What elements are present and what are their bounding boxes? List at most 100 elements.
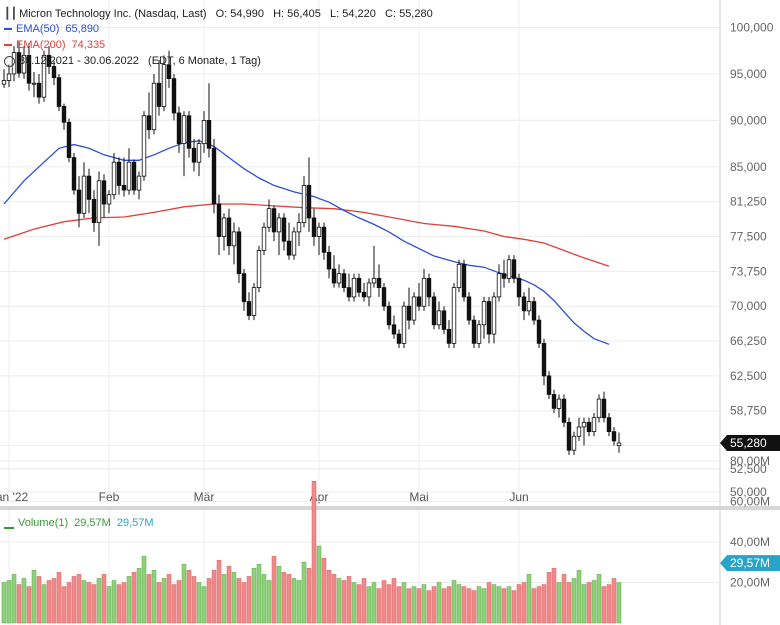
candle-body bbox=[596, 398, 602, 419]
volume-bar bbox=[356, 584, 362, 624]
candle-body bbox=[221, 217, 227, 237]
candle-body bbox=[56, 77, 62, 107]
volume-bar bbox=[511, 590, 517, 624]
volume-bar bbox=[101, 574, 107, 624]
candle-body bbox=[521, 296, 527, 312]
candle-body bbox=[96, 180, 102, 223]
candle-body bbox=[576, 426, 582, 437]
volume-bar bbox=[6, 580, 12, 624]
candle-body bbox=[271, 208, 277, 233]
candle-body bbox=[401, 305, 407, 344]
candle-body bbox=[396, 333, 402, 344]
time-tick-label: Jan '22 bbox=[0, 490, 28, 504]
volume-bar bbox=[41, 584, 47, 624]
volume-bar bbox=[196, 582, 202, 624]
volume-tick-label: 60,00M bbox=[730, 495, 770, 509]
volume-bar bbox=[136, 568, 142, 624]
volume-bar bbox=[131, 572, 137, 624]
price-tick-label: 52,500 bbox=[730, 462, 767, 476]
volume-bar bbox=[276, 566, 282, 624]
candle-body bbox=[326, 251, 332, 270]
volume-bar bbox=[431, 586, 437, 624]
candle-body bbox=[436, 310, 442, 326]
volume-bar bbox=[611, 578, 617, 624]
legend-ema200[interactable]: EMA(200) 74,335 bbox=[4, 38, 105, 52]
last-volume-badge bbox=[720, 555, 780, 572]
price-tick-label: 90,000 bbox=[730, 113, 767, 127]
candle-body bbox=[456, 263, 462, 289]
volume-tick-label: 80,00M bbox=[730, 454, 770, 468]
candle-body bbox=[296, 222, 302, 233]
volume-bar bbox=[236, 578, 242, 624]
candle-body bbox=[291, 231, 297, 256]
volume-bar bbox=[26, 586, 32, 624]
candle-body bbox=[376, 277, 382, 289]
candle-body bbox=[61, 106, 67, 123]
candle-body bbox=[281, 217, 287, 242]
volume-bar bbox=[331, 574, 337, 624]
candle-body bbox=[141, 115, 147, 177]
volume-bar bbox=[361, 578, 367, 624]
candle-body bbox=[46, 54, 52, 67]
volume-bar bbox=[556, 582, 562, 624]
volume-bar bbox=[491, 584, 497, 624]
candle-body bbox=[171, 78, 177, 114]
volume-bar bbox=[81, 580, 87, 624]
time-tick-label: Feb bbox=[99, 490, 120, 504]
volume-bar bbox=[16, 584, 22, 624]
volume-bar bbox=[396, 586, 402, 624]
candle-body bbox=[581, 421, 587, 428]
volume-bar bbox=[266, 580, 272, 624]
candle-body bbox=[191, 147, 197, 163]
volume-bar bbox=[181, 564, 187, 624]
candle-body bbox=[226, 217, 232, 247]
candle-body bbox=[76, 189, 82, 214]
volume-bar bbox=[601, 586, 607, 624]
candle-body bbox=[151, 82, 157, 131]
pane-divider bbox=[0, 506, 780, 510]
volume-bar bbox=[366, 586, 372, 624]
volume-bar bbox=[66, 582, 72, 624]
clock-icon bbox=[4, 55, 15, 67]
legend-ema50[interactable]: EMA(50) 65,890 bbox=[4, 22, 99, 36]
candle-body bbox=[416, 296, 422, 307]
volume-label: Volume(1) bbox=[18, 517, 69, 529]
volume-bar bbox=[526, 574, 532, 624]
bar-chart-icon: ┃┃ bbox=[4, 8, 18, 20]
volume-bar bbox=[326, 570, 332, 624]
volume-bar bbox=[281, 572, 287, 624]
candle-body bbox=[66, 121, 72, 158]
volume-bar bbox=[146, 574, 152, 624]
candle-body bbox=[441, 310, 447, 330]
candle-body bbox=[511, 259, 517, 279]
price-tick-label: 77,500 bbox=[730, 230, 767, 244]
candle-body bbox=[121, 185, 127, 191]
volume-bar bbox=[336, 578, 342, 624]
volume-bar bbox=[561, 574, 567, 624]
volume-bar bbox=[251, 568, 257, 624]
volume-value-1: 29,57M bbox=[74, 517, 111, 529]
candle-body bbox=[471, 319, 477, 344]
candle-body bbox=[286, 240, 292, 256]
candle-body bbox=[216, 203, 222, 237]
candle-body bbox=[36, 82, 42, 98]
candle-body bbox=[606, 417, 612, 433]
volume-bar bbox=[141, 555, 147, 624]
candle-body bbox=[556, 398, 562, 409]
candle-body bbox=[381, 287, 387, 307]
volume-legend[interactable]: Volume(1) 29,57M 29,57M bbox=[4, 516, 154, 530]
volume-bar bbox=[531, 588, 537, 624]
volume-bar bbox=[76, 574, 82, 624]
candle-body bbox=[91, 198, 97, 223]
volume-bar bbox=[31, 570, 37, 624]
volume-bar bbox=[436, 582, 442, 624]
volume-bar bbox=[226, 566, 232, 624]
volume-bar bbox=[371, 582, 377, 624]
candle-body bbox=[561, 398, 567, 423]
volume-bar bbox=[171, 584, 177, 624]
volume-bar bbox=[306, 568, 312, 624]
volume-bar bbox=[126, 576, 132, 624]
candle-body bbox=[136, 175, 142, 191]
price-tick-label: 85,000 bbox=[730, 160, 767, 174]
